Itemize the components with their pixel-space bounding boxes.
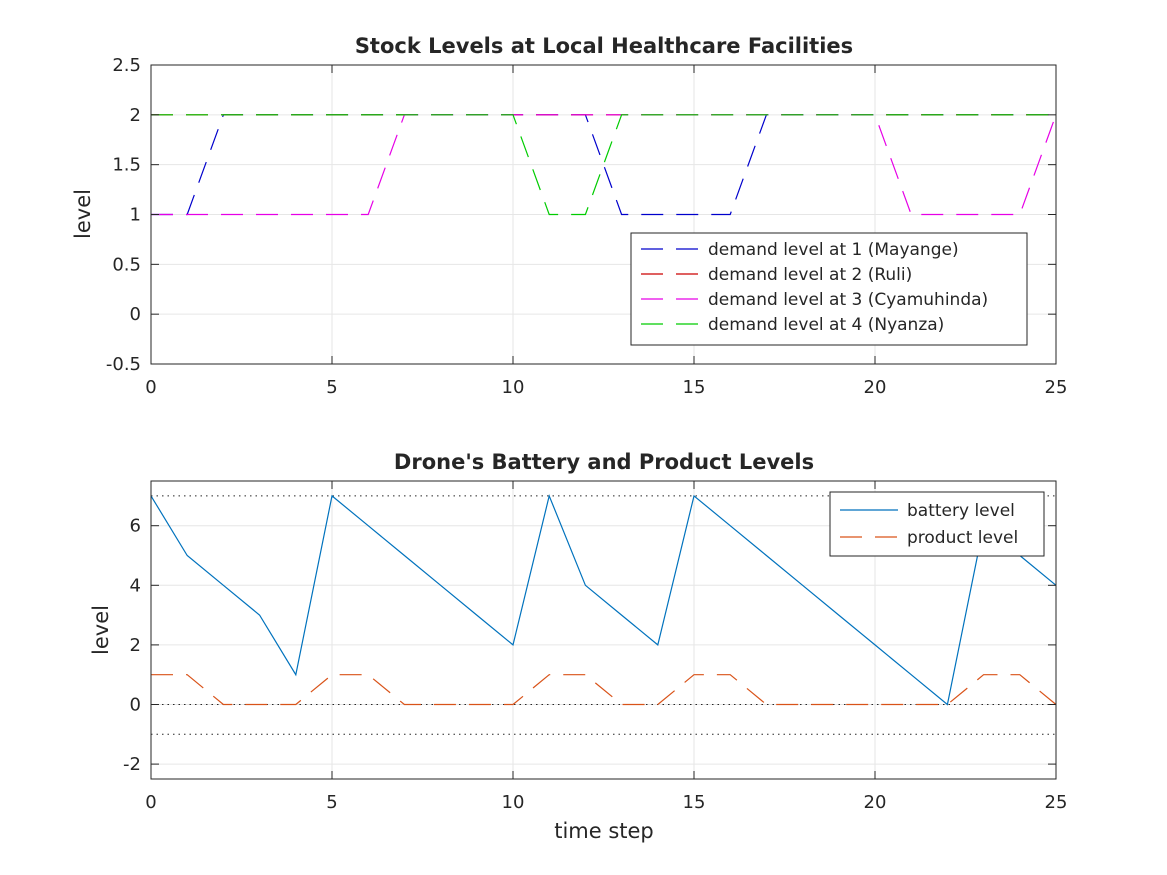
y-tick-label: -2 (123, 754, 141, 775)
legend: battery level product level (829, 491, 1045, 557)
plot-area-frame (150, 480, 1057, 780)
x-tick-label: 10 (502, 792, 525, 813)
x-tick-label: 20 (864, 377, 887, 398)
x-tick-label: 5 (326, 792, 337, 813)
legend-entry-label: battery level (907, 501, 1015, 521)
x-tick-label: 10 (502, 377, 525, 398)
chart-title: Drone's Battery and Product Levels (394, 450, 814, 474)
y-tick-label: -0.5 (106, 354, 141, 375)
x-tick-label: 5 (326, 377, 337, 398)
drone-levels-chart: Drone's Battery and Product Levels level… (89, 450, 1067, 843)
series-line (151, 674, 1057, 706)
x-tick-label: 0 (145, 377, 156, 398)
x-tick-label: 15 (683, 792, 706, 813)
y-tick-label: 1 (130, 205, 141, 226)
y-tick-label: 2 (130, 105, 141, 126)
y-tick-label: 4 (130, 575, 141, 596)
legend-entry-label: demand level at 2 (Ruli) (708, 265, 912, 285)
x-tick-label: 25 (1045, 792, 1068, 813)
stock-levels-chart: Stock Levels at Local Healthcare Facilit… (71, 34, 1067, 398)
y-tick-label: 0 (130, 695, 141, 716)
series-line (151, 114, 1056, 216)
y-axis-label: level (89, 605, 113, 655)
legend-entry-label: demand level at 3 (Cyamuhinda) (708, 290, 988, 310)
x-axis-label: time step (554, 819, 654, 843)
y-tick-label: 2 (130, 635, 141, 656)
x-tick-label: 0 (145, 792, 156, 813)
legend-entry-label: product level (907, 528, 1018, 548)
y-axis-label: level (71, 189, 95, 239)
y-tick-label: 6 (130, 516, 141, 537)
legend-box (630, 232, 1028, 346)
y-tick-label: 0.5 (112, 254, 141, 275)
series-line (151, 114, 1057, 216)
series-line (150, 493, 1057, 706)
legend: demand level at 1 (Mayange) demand level … (630, 232, 1028, 346)
legend-entry-label: demand level at 4 (Nyanza) (708, 315, 944, 335)
x-tick-label: 20 (864, 792, 887, 813)
y-tick-label: 1.5 (112, 155, 141, 176)
y-tick-label: 0 (130, 304, 141, 325)
y-tick-label: 2.5 (112, 55, 141, 76)
legend-box (829, 491, 1045, 557)
legend-entry-label: demand level at 1 (Mayange) (708, 240, 959, 260)
x-tick-label: 25 (1045, 377, 1068, 398)
x-tick-label: 15 (683, 377, 706, 398)
chart-title: Stock Levels at Local Healthcare Facilit… (355, 34, 853, 58)
